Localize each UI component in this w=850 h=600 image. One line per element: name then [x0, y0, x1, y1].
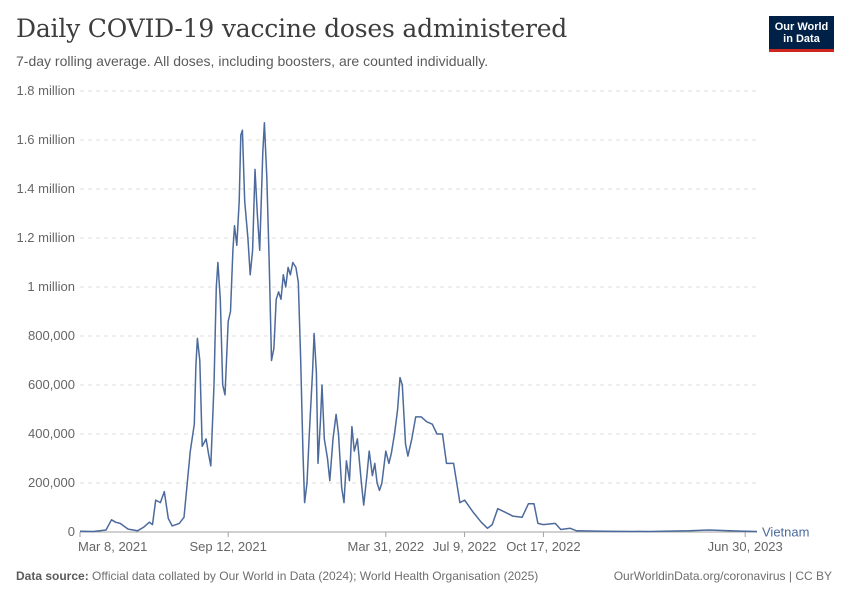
series-label-vietnam: Vietnam — [762, 525, 809, 540]
x-tick-label: Sep 12, 2021 — [189, 539, 266, 554]
gridlines — [80, 90, 757, 533]
data-source-label: Data source: — [16, 569, 89, 583]
y-tick-label: 1.2 million — [16, 230, 75, 245]
y-tick-label: 1 million — [27, 279, 75, 294]
y-tick-label: 600,000 — [28, 377, 75, 392]
y-tick-label: 200,000 — [28, 475, 75, 490]
y-tick-label: 1.4 million — [16, 181, 75, 196]
x-tick-label: Oct 17, 2022 — [506, 539, 580, 554]
x-tick-label: Mar 8, 2021 — [78, 539, 147, 554]
owid-logo[interactable]: Our World in Data — [769, 16, 834, 52]
series-line-vietnam — [79, 122, 758, 533]
chart-subtitle: 7-day rolling average. All doses, includ… — [16, 53, 489, 69]
x-tick-label: Jul 9, 2022 — [433, 539, 497, 554]
y-tick-label: 1.8 million — [16, 83, 75, 98]
data-source-text: Official data collated by Our World in D… — [92, 569, 539, 583]
x-tick-label: Mar 31, 2022 — [347, 539, 424, 554]
chart-title: Daily COVID-19 vaccine doses administere… — [16, 14, 568, 43]
data-source: Data source: Official data collated by O… — [16, 569, 538, 583]
x-axis-ticks: Mar 8, 2021 Sep 12, 2021 Mar 31, 2022 Jul 9… — [78, 532, 783, 554]
logo-line-1: Our World — [774, 21, 829, 33]
y-tick-label: 400,000 — [28, 426, 75, 441]
y-axis-ticks: 0 200,000 400,000 600,000 800,000 1 million 1.… — [16, 83, 75, 539]
y-tick-label: 0 — [68, 524, 75, 539]
y-tick-label: 1.6 million — [16, 132, 75, 147]
source-link[interactable]: OurWorldinData.org/coronavirus | CC BY — [613, 569, 832, 583]
logo-line-2: in Data — [783, 33, 820, 45]
y-tick-label: 800,000 — [28, 328, 75, 343]
series-layer: Vietnam — [79, 122, 809, 540]
line-chart: 0 200,000 400,000 600,000 800,000 1 million 1.… — [16, 83, 809, 554]
x-tick-label: Jun 30, 2023 — [708, 539, 783, 554]
